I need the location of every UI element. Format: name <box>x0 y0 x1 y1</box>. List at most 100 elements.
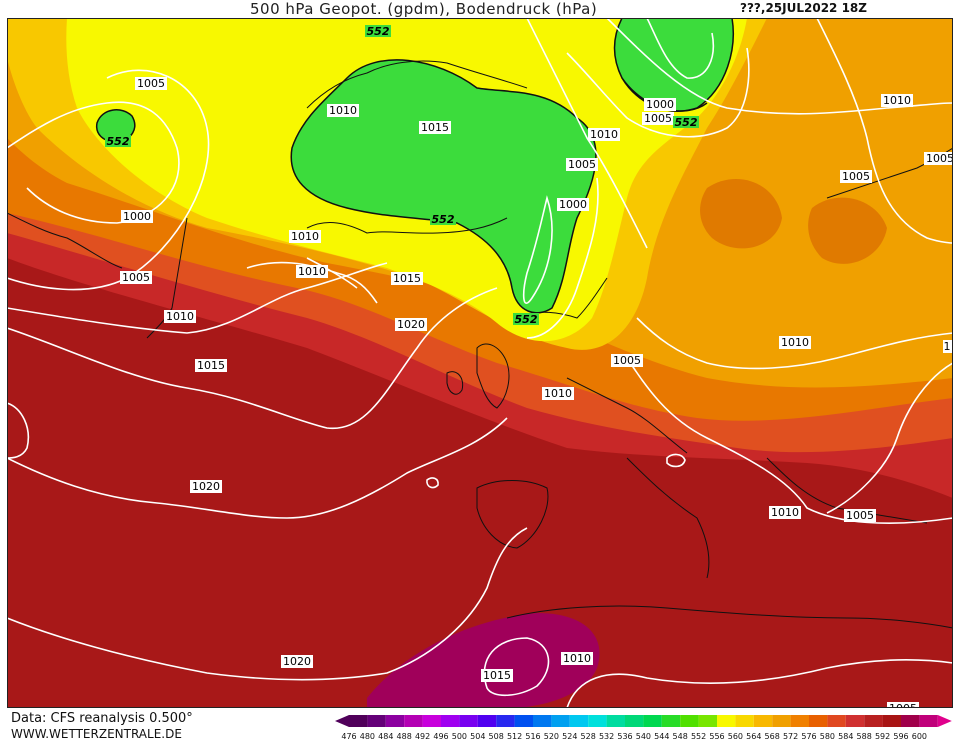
svg-text:1010: 1010 <box>771 506 799 519</box>
scale-tick-label: 512 <box>507 732 522 741</box>
scale-cell <box>385 715 405 727</box>
scale-cell <box>809 715 828 727</box>
contour-label: 552 <box>365 25 391 38</box>
scale-cell <box>533 715 552 727</box>
isobar-label: 1 <box>943 340 953 353</box>
isobar-label: 1005 <box>566 158 598 171</box>
scale-cell <box>717 715 736 727</box>
svg-text:1005: 1005 <box>137 77 165 90</box>
scale-tick-label: 496 <box>433 732 448 741</box>
svg-text:1000: 1000 <box>123 210 151 223</box>
scale-tick-label: 556 <box>709 732 724 741</box>
isobar-label: 1005 <box>844 509 876 522</box>
scale-tick-label: 584 <box>838 732 853 741</box>
svg-text:1015: 1015 <box>483 669 511 682</box>
scale-tick-label: 580 <box>820 732 835 741</box>
scale-cell <box>790 715 809 727</box>
scale-cell <box>588 715 607 727</box>
isobar-label: 1005 <box>642 112 674 125</box>
contour-label: 552 <box>105 135 131 148</box>
scale-cell <box>496 715 515 727</box>
scale-cell <box>569 715 589 727</box>
scale-tick-label: 600 <box>912 732 927 741</box>
isobar-label: 1005 <box>120 271 152 284</box>
svg-text:552: 552 <box>107 135 130 148</box>
scale-tick-label: 516 <box>525 732 540 741</box>
scale-tick-label: 544 <box>654 732 669 741</box>
svg-text:1: 1 <box>944 340 951 353</box>
scale-cell <box>404 715 423 727</box>
svg-text:1010: 1010 <box>166 310 194 323</box>
svg-text:1005: 1005 <box>613 354 641 367</box>
isobar-label: 1005 <box>611 354 643 367</box>
scale-tick-label: 476 <box>341 732 356 741</box>
isobar-label: 1020 <box>281 655 313 668</box>
isobar-label: 1010 <box>289 230 321 243</box>
scale-tick-label: 528 <box>581 732 596 741</box>
scale-tick-label: 524 <box>562 732 577 741</box>
scale-cell <box>735 715 754 727</box>
isobar-label: 1015 <box>391 272 423 285</box>
svg-text:1005: 1005 <box>568 158 596 171</box>
scale-tick-label: 480 <box>360 732 375 741</box>
svg-text:552: 552 <box>675 116 698 129</box>
isobar-label: 1010 <box>542 387 574 400</box>
scale-tick-label: 520 <box>544 732 559 741</box>
contour-label: 552 <box>513 313 539 326</box>
scale-tick-label: 504 <box>470 732 485 741</box>
valid-datetime: ???,25JUL2022 18Z <box>740 1 867 15</box>
scale-cell <box>459 715 478 727</box>
isobars <box>7 18 953 708</box>
svg-text:1005: 1005 <box>846 509 874 522</box>
coastlines <box>7 60 953 629</box>
contour-label: 552 <box>673 116 699 129</box>
scale-cell <box>772 715 791 727</box>
svg-text:1010: 1010 <box>781 336 809 349</box>
isobar-label: 1015 <box>419 121 451 134</box>
svg-text:1005: 1005 <box>926 152 953 165</box>
scale-tick-label: 596 <box>893 732 908 741</box>
svg-text:1015: 1015 <box>393 272 421 285</box>
scale-tick-label: 552 <box>691 732 706 741</box>
svg-text:1000: 1000 <box>646 98 674 111</box>
svg-text:1010: 1010 <box>590 128 618 141</box>
svg-text:1015: 1015 <box>197 359 225 372</box>
isobar-label: 1020 <box>395 318 427 331</box>
color-scale: 476 480 484 488 492 496 500 504 508 512 516 520 524 5… <box>335 715 952 741</box>
isobar-label: 1015 <box>481 669 513 682</box>
chart-title: 500 hPa Geopot. (gpdm), Bodendruck (hPa) <box>250 0 598 18</box>
scale-cell <box>606 715 625 727</box>
scale-cell <box>367 715 386 727</box>
svg-text:552: 552 <box>432 213 455 226</box>
scale-tick-label: 500 <box>452 732 467 741</box>
svg-text:1000: 1000 <box>559 198 587 211</box>
svg-text:552: 552 <box>515 313 538 326</box>
data-source: Data: CFS reanalysis 0.500° <box>11 711 193 726</box>
isobar-label: 1000 <box>121 210 153 223</box>
svg-text:1010: 1010 <box>329 104 357 117</box>
svg-text:1005: 1005 <box>842 170 870 183</box>
svg-text:1010: 1010 <box>298 265 326 278</box>
scale-cell <box>477 715 497 727</box>
scale-cell <box>698 715 717 727</box>
scale-cell <box>753 715 773 727</box>
scale-tick-label: 508 <box>489 732 504 741</box>
svg-text:1020: 1020 <box>192 480 220 493</box>
field-green-small <box>95 109 136 143</box>
contour-label: 552 <box>430 213 456 226</box>
scale-tick-label: 564 <box>746 732 761 741</box>
website-link[interactable]: WWW.WETTERZENTRALE.DE <box>11 727 182 741</box>
isobar-label: 1005 <box>887 702 919 708</box>
svg-text:1005: 1005 <box>122 271 150 284</box>
scale-tick-label: 536 <box>617 732 632 741</box>
isobar-label: 1010 <box>296 265 328 278</box>
scale-cell <box>349 715 368 727</box>
isobar-label: 1000 <box>557 198 589 211</box>
svg-text:1005: 1005 <box>889 702 917 708</box>
svg-text:1010: 1010 <box>883 94 911 107</box>
isobar-label: 1010 <box>588 128 620 141</box>
scale-cell <box>551 715 570 727</box>
scale-tick-label: 532 <box>599 732 614 741</box>
map-frame <box>7 18 953 708</box>
scale-cell <box>845 715 865 727</box>
